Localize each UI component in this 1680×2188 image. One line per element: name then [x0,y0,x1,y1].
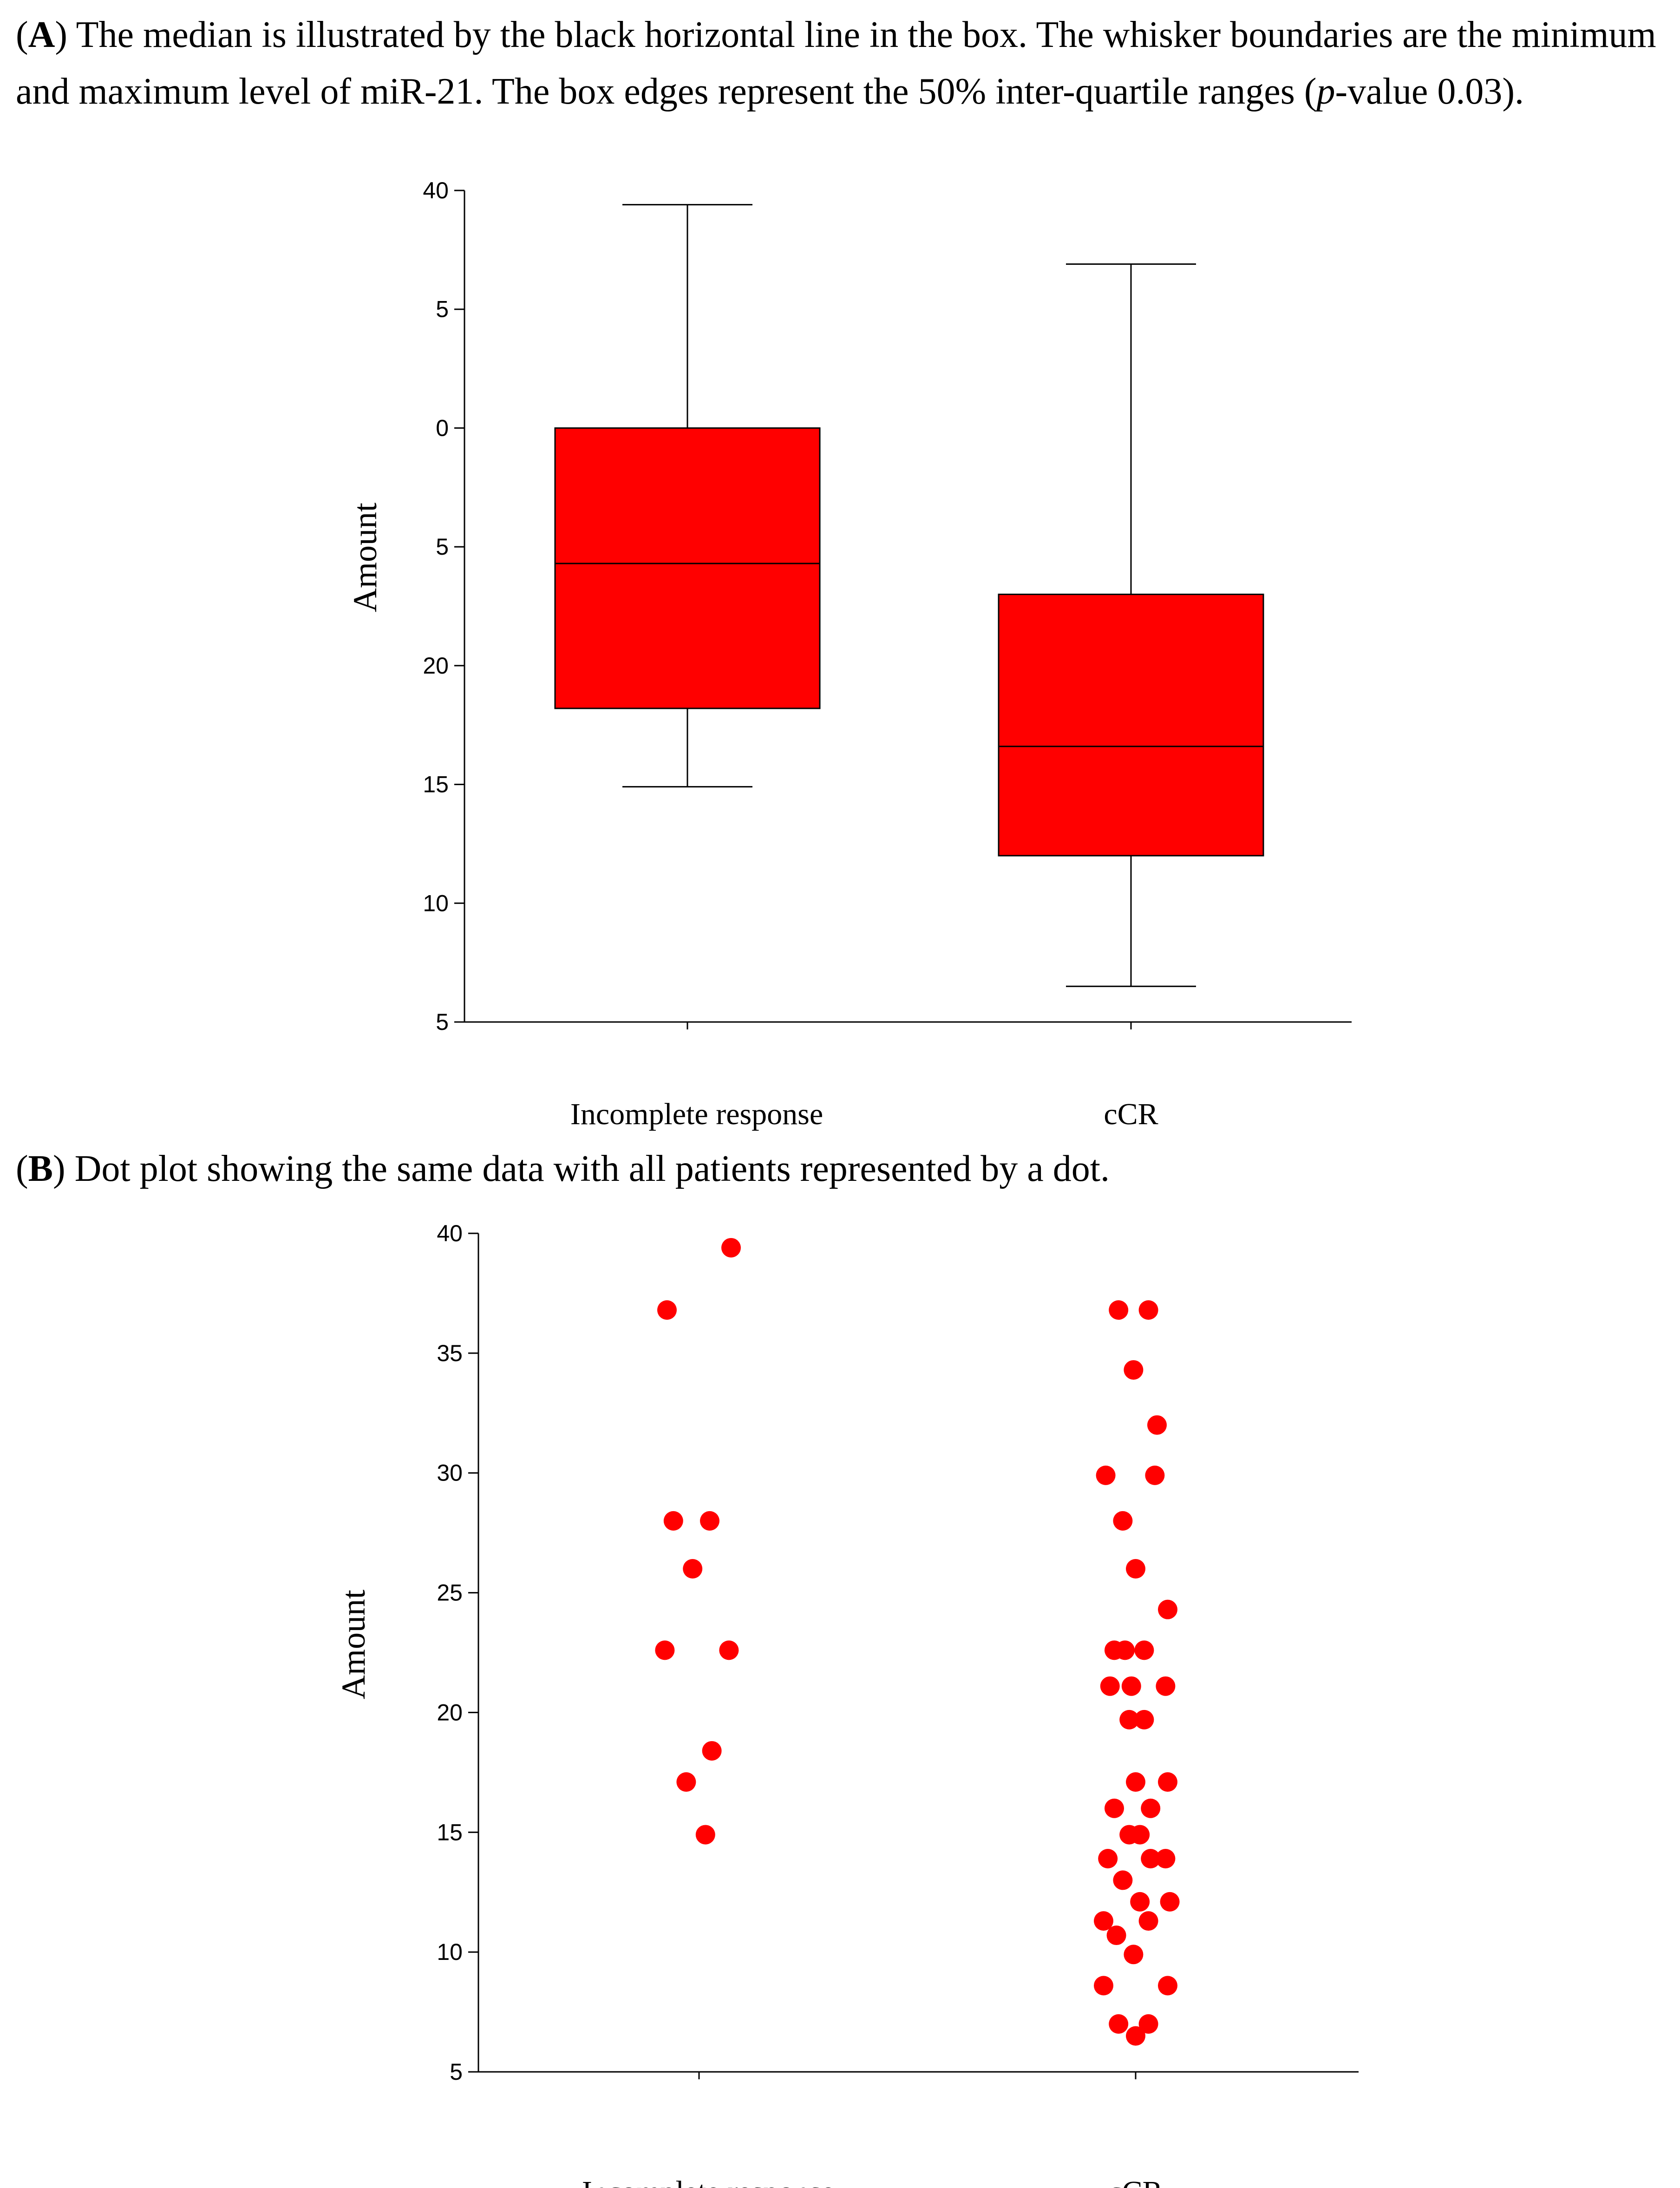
caption-a-text-1: The median is illustrated by the black h… [16,14,1656,112]
data-point [1094,1976,1113,1996]
y-axis-label: Amount [346,503,384,612]
data-point [1141,1849,1161,1869]
dot-plot-chart: 40 35 30 25 20 15 10 5 Incomplete response cCR Amo… [335,1220,1359,2188]
data-point [1158,1976,1177,1996]
data-point [1141,1798,1161,1818]
y-tick-label: 25 [437,1580,463,1606]
y-tick-label: 15 [423,772,449,798]
data-point [721,1238,741,1258]
data-point [683,1559,703,1579]
data-point [1124,1945,1144,1965]
data-point [1147,1415,1167,1435]
y-tick-label: 5 [436,296,449,322]
data-point [1130,1892,1150,1912]
data-point [695,1825,715,1845]
data-point [1145,1465,1165,1485]
data-point [1158,1599,1177,1619]
data-point [1121,1676,1141,1696]
y-tick-label: 30 [437,1460,463,1486]
data-point [655,1640,675,1660]
caption-panel-a: (A) The median is illustrated by the bla… [16,14,1656,112]
caption-b-letter: B [28,1148,53,1189]
data-point [1126,1559,1145,1579]
data-point [1113,1870,1133,1890]
data-point [1138,2014,1158,2034]
data-point [1098,1849,1118,1869]
caption-panel-b: (B) Dot plot showing the same data with … [16,1148,1110,1189]
data-point [1109,1300,1129,1320]
data-point [1109,2014,1129,2034]
data-point [1105,1798,1124,1818]
caption-b-text: Dot plot showing the same data with all … [65,1148,1110,1189]
data-point [1160,1892,1180,1912]
y-tick-label: 35 [437,1340,463,1366]
y-tick-label: 5 [436,1009,449,1035]
caption-a-italic: p [1316,71,1335,112]
y-tick-label: 0 [436,415,449,441]
data-point [1126,2026,1145,2046]
data-point [1100,1676,1120,1696]
y-tick-label: 20 [437,1699,463,1725]
data-point [1130,1825,1150,1845]
data-point [1126,1772,1145,1792]
y-tick-label: 40 [437,1220,463,1246]
y-axis-label: Amount [335,1590,372,1699]
y-tick-label: 40 [423,177,449,203]
data-point [1094,1911,1113,1931]
data-point [702,1741,722,1761]
data-point [1156,1676,1176,1696]
data-point [657,1300,677,1320]
data-point [1138,1911,1158,1931]
data-point [1124,1360,1144,1380]
y-tick-label: 15 [437,1819,463,1845]
data-point [1134,1640,1154,1660]
y-tick-label: 10 [437,1939,463,1965]
data-point [1158,1772,1177,1792]
data-point [700,1511,719,1531]
caption-a-letter: A [28,14,55,55]
y-tick-label: 20 [423,653,449,679]
box-plot-chart: 40 5 0 5 20 15 10 5 Incomplete response cCR Amount [346,177,1352,1131]
x-category-label: Incomplete response [582,2175,835,2188]
data-point [676,1772,696,1792]
caption-a-text-2: -value 0.03). [1335,71,1524,112]
x-category-label: cCR [1104,1097,1158,1131]
y-tick-label: 5 [436,534,449,560]
data-point [1134,1710,1154,1729]
iqr-box [554,427,821,709]
data-point [1106,1926,1126,1946]
data-point [1115,1640,1135,1660]
y-tick-label: 5 [450,2059,463,2085]
y-tick-label: 10 [423,890,449,916]
data-point [1113,1511,1133,1531]
data-point [663,1511,683,1531]
x-category-label: cCR [1108,2175,1163,2188]
iqr-box [998,593,1264,857]
x-category-label: Incomplete response [570,1097,823,1131]
data-point [1156,1849,1176,1869]
data-point [1096,1465,1116,1485]
data-point [1119,1710,1139,1729]
data-point [719,1640,739,1660]
data-point [1138,1300,1158,1320]
